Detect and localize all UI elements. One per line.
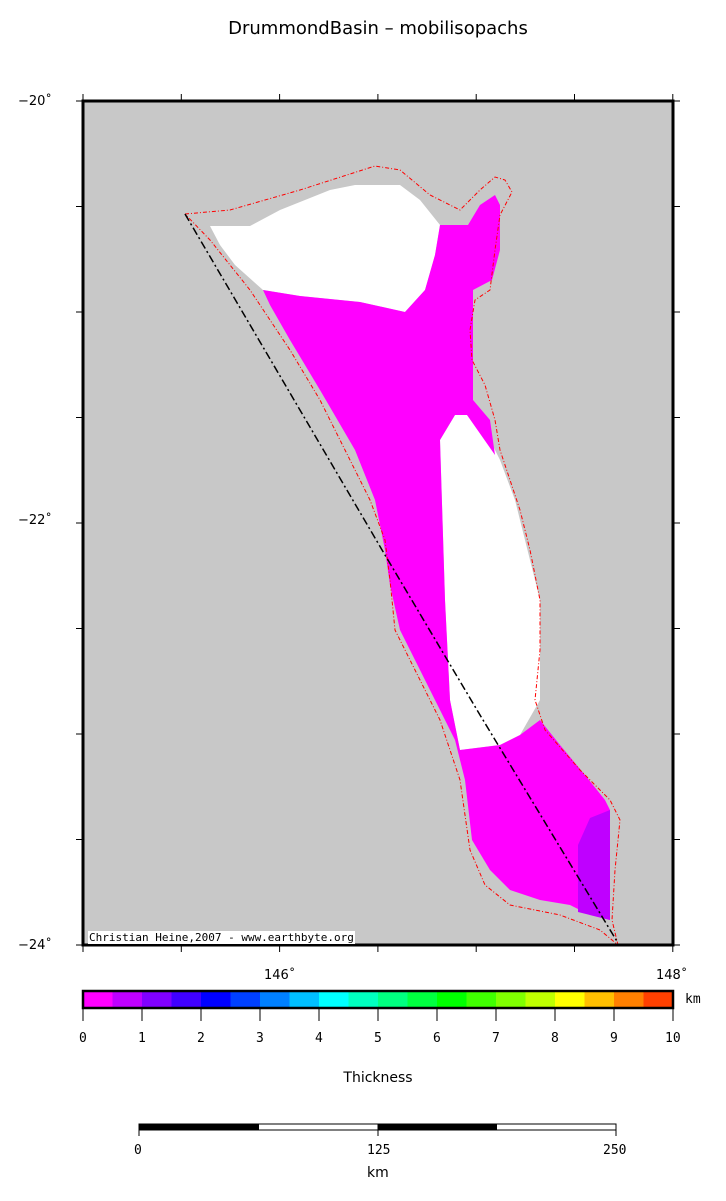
colorbar-tick-label: 8 <box>551 1031 559 1046</box>
colorbar-swatch <box>584 991 615 1008</box>
scalebar-tick-label: 250 <box>603 1143 627 1158</box>
map-title: DrummondBasin – mobilisopachs <box>228 18 528 39</box>
map-ticks <box>76 94 680 952</box>
colorbar-swatch <box>496 991 526 1008</box>
colorbar-tick-label: 2 <box>197 1031 205 1046</box>
colorbar-swatch <box>260 991 290 1008</box>
colorbar-swatch <box>83 991 113 1008</box>
lon-label: 146˚ <box>264 968 296 983</box>
colorbar-tick-label: 7 <box>492 1031 500 1046</box>
colorbar-swatch <box>319 991 349 1008</box>
scalebar-tick-label: 125 <box>367 1143 391 1158</box>
colorbar-swatch <box>555 991 585 1008</box>
colorbar-swatch <box>407 991 438 1008</box>
colorbar-tick-label: 1 <box>138 1031 146 1046</box>
colorbar-tick-label: 5 <box>374 1031 382 1046</box>
lat-label: −22˚ <box>18 513 52 528</box>
colorbar-tick-label: 10 <box>665 1031 681 1046</box>
lat-label: −24˚ <box>18 938 52 953</box>
colorbar-swatch <box>525 991 556 1008</box>
thickness-region-0-0.5km <box>263 195 610 920</box>
colorbar-swatch <box>614 991 644 1008</box>
colorbar-swatch <box>171 991 202 1008</box>
no-data-region-south <box>440 415 540 750</box>
colorbar-tick-label: 9 <box>610 1031 618 1046</box>
scalebar-segment <box>139 1124 259 1130</box>
scalebar-tick-label: 0 <box>134 1143 142 1158</box>
colorbar-swatch <box>112 991 143 1008</box>
no-data-region-north <box>210 185 440 312</box>
credit-text: Christian Heine,2007 - www.earthbyte.org <box>88 931 355 944</box>
colorbar-swatch <box>230 991 261 1008</box>
colorbar-swatch <box>643 991 674 1008</box>
scalebar-segment <box>378 1124 497 1130</box>
colorbar-unit: km <box>685 992 701 1007</box>
lat-label: −20˚ <box>18 94 52 109</box>
colorbar <box>81 989 675 1021</box>
scalebar <box>138 1123 617 1136</box>
basin-outline <box>184 165 621 947</box>
colorbar-tick-label: 0 <box>79 1031 87 1046</box>
colorbar-swatch <box>142 991 172 1008</box>
colorbar-swatch <box>378 991 408 1008</box>
colorbar-swatch <box>289 991 320 1008</box>
cross-section-line <box>184 213 619 944</box>
scalebar-unit: km <box>367 1165 389 1181</box>
colorbar-swatch <box>466 991 497 1008</box>
lon-label: 148˚ <box>656 968 688 983</box>
colorbar-swatch <box>348 991 379 1008</box>
colorbar-swatch <box>201 991 231 1008</box>
colorbar-tick-label: 4 <box>315 1031 323 1046</box>
colorbar-label: Thickness <box>343 1070 413 1086</box>
colorbar-tick-label: 6 <box>433 1031 441 1046</box>
thickness-region-0.5-1km <box>578 810 610 920</box>
colorbar-tick-label: 3 <box>256 1031 264 1046</box>
colorbar-swatch <box>437 991 467 1008</box>
